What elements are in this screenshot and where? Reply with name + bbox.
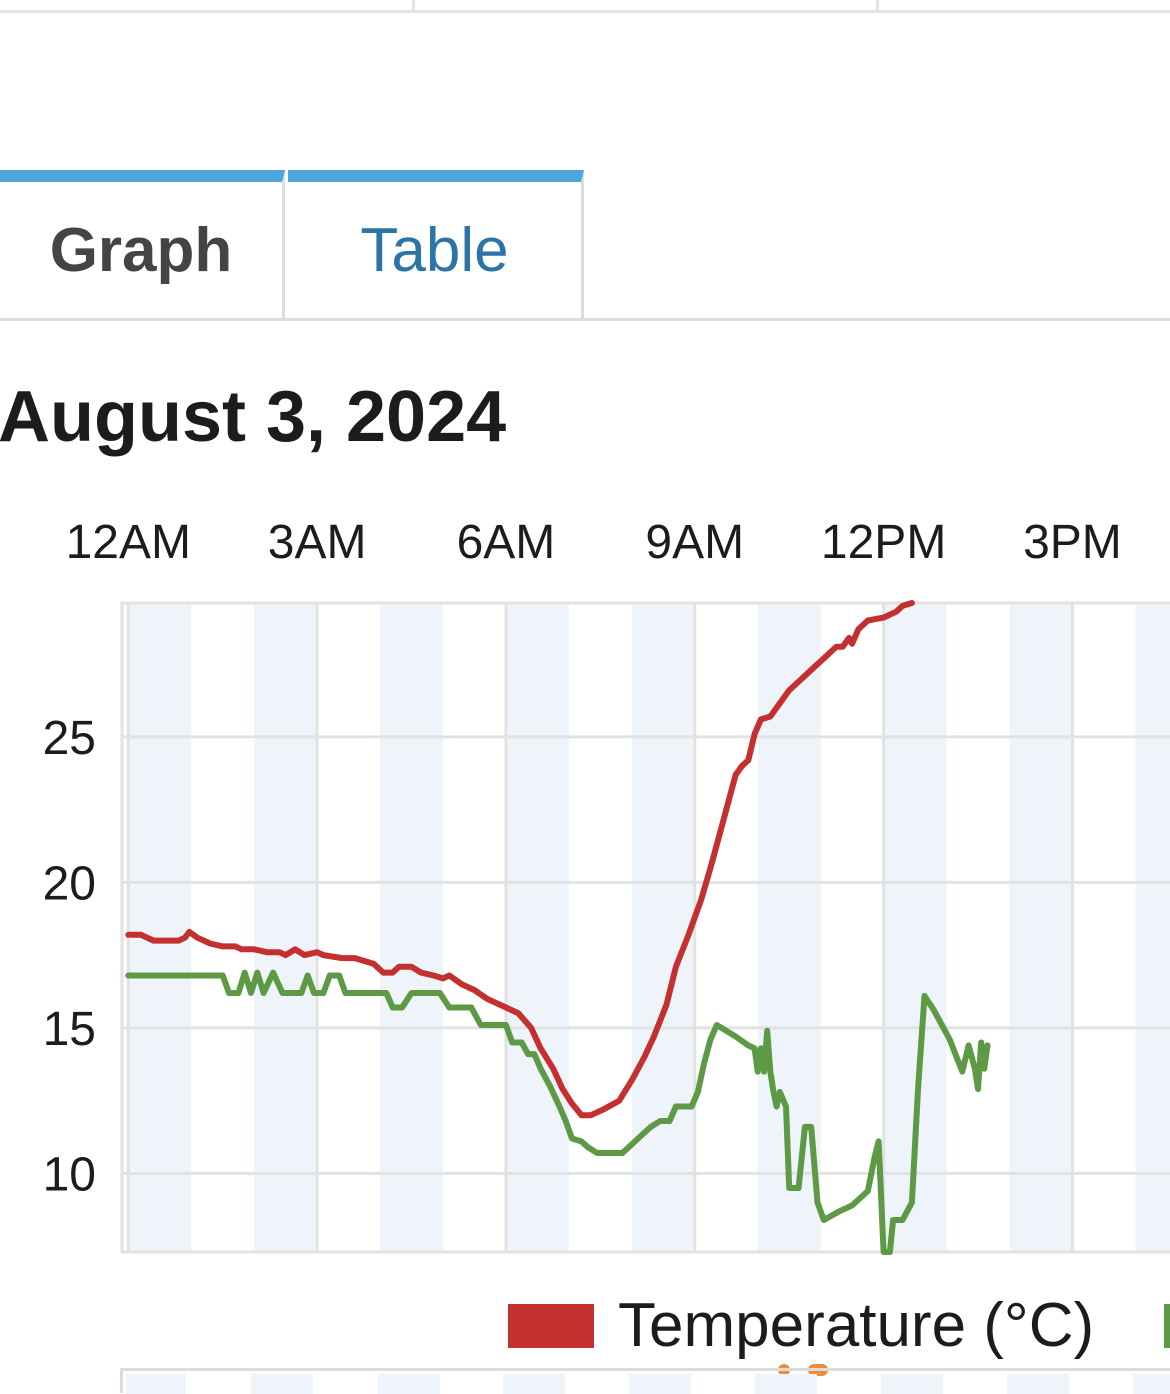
temperature-series-line (125, 600, 915, 1119)
hour-band (505, 603, 569, 1252)
tabs-divider (0, 318, 1170, 321)
chart-series-lines (125, 600, 991, 1255)
border-separator (876, 0, 879, 10)
border-separator (412, 0, 415, 10)
x-tick-label: 12AM (66, 516, 191, 569)
hour-band (380, 603, 444, 1252)
hour-band (128, 603, 192, 1252)
page-title: August 3, 2024 (0, 377, 507, 457)
legend-swatch-temperature (508, 1304, 594, 1348)
y-tick-label: 20 (43, 857, 96, 910)
x-tick-label: 3PM (1023, 516, 1122, 569)
chart-background-bands (128, 603, 1170, 1252)
tab-table[interactable]: Table (288, 170, 584, 318)
legend-label-temperature[interactable]: Temperature (°C) (618, 1291, 1095, 1360)
hour-band (631, 603, 695, 1252)
x-tick-label: 6AM (457, 516, 556, 569)
x-axis-tick-labels: 12AM 3AM 6AM 9AM 12PM 3PM (66, 516, 1122, 569)
y-axis-tick-labels: 10 15 20 25 (43, 712, 96, 1202)
next-chart-preview (120, 1368, 1170, 1394)
plot-border (120, 601, 1170, 1254)
x-tick-label: 9AM (645, 516, 744, 569)
view-tabs: Graph Table (0, 170, 1170, 322)
legend-swatch-next (1164, 1304, 1170, 1348)
y-tick-label: 25 (43, 712, 96, 765)
x-tick-label: 3AM (268, 516, 367, 569)
chart-gridlines (120, 601, 1170, 1254)
x-tick-label: 12PM (821, 516, 946, 569)
y-tick-label: 15 (43, 1003, 96, 1056)
tab-graph[interactable]: Graph (0, 170, 285, 318)
hour-band (1009, 603, 1073, 1252)
secondary-series-line (125, 969, 991, 1255)
y-tick-label: 10 (43, 1148, 96, 1201)
previous-section-border (0, 0, 1170, 13)
hour-band (1135, 603, 1170, 1252)
hour-band (254, 603, 318, 1252)
temperature-chart: 12AM 3AM 6AM 9AM 12PM 3PM 10 15 20 25 (43, 516, 1170, 1255)
